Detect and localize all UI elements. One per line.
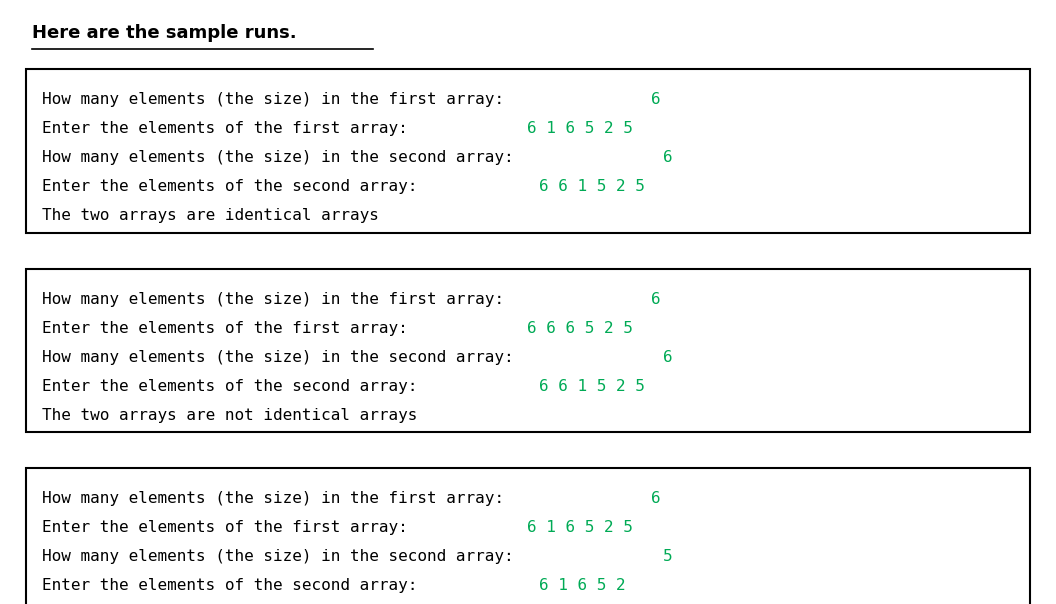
Text: How many elements (the size) in the second array:: How many elements (the size) in the seco… (42, 150, 524, 165)
Text: Enter the elements of the second array:: Enter the elements of the second array: (42, 179, 428, 194)
Text: How many elements (the size) in the second array:: How many elements (the size) in the seco… (42, 549, 524, 564)
Text: Enter the elements of the first array:: Enter the elements of the first array: (42, 520, 417, 535)
Text: 6: 6 (650, 491, 660, 506)
Text: 5: 5 (663, 549, 673, 564)
Text: The two arrays are identical arrays: The two arrays are identical arrays (42, 208, 379, 223)
Bar (26, 69, 1030, 233)
Text: 6: 6 (650, 92, 660, 108)
Text: 6: 6 (663, 150, 673, 165)
Bar (26, 269, 1030, 432)
Bar (26, 468, 1030, 604)
Text: How many elements (the size) in the first array:: How many elements (the size) in the firs… (42, 292, 514, 307)
Text: 6 6 1 5 2 5: 6 6 1 5 2 5 (539, 179, 645, 194)
Text: How many elements (the size) in the first array:: How many elements (the size) in the firs… (42, 92, 514, 108)
Text: 6 1 6 5 2: 6 1 6 5 2 (539, 578, 625, 593)
Text: The two arrays are not identical arrays: The two arrays are not identical arrays (42, 408, 417, 423)
Text: 6: 6 (663, 350, 673, 365)
Text: 6 1 6 5 2 5: 6 1 6 5 2 5 (527, 520, 633, 535)
Text: Here are the sample runs.: Here are the sample runs. (32, 24, 297, 42)
Text: 6 6 1 5 2 5: 6 6 1 5 2 5 (539, 379, 645, 394)
Text: 6: 6 (650, 292, 660, 307)
Text: How many elements (the size) in the first array:: How many elements (the size) in the firs… (42, 491, 514, 506)
Text: 6 1 6 5 2 5: 6 1 6 5 2 5 (527, 121, 633, 137)
Text: How many elements (the size) in the second array:: How many elements (the size) in the seco… (42, 350, 524, 365)
Text: 6 6 6 5 2 5: 6 6 6 5 2 5 (527, 321, 633, 336)
Text: Enter the elements of the first array:: Enter the elements of the first array: (42, 321, 417, 336)
Text: Enter the elements of the first array:: Enter the elements of the first array: (42, 121, 417, 137)
Text: Enter the elements of the second array:: Enter the elements of the second array: (42, 379, 428, 394)
Text: Enter the elements of the second array:: Enter the elements of the second array: (42, 578, 428, 593)
